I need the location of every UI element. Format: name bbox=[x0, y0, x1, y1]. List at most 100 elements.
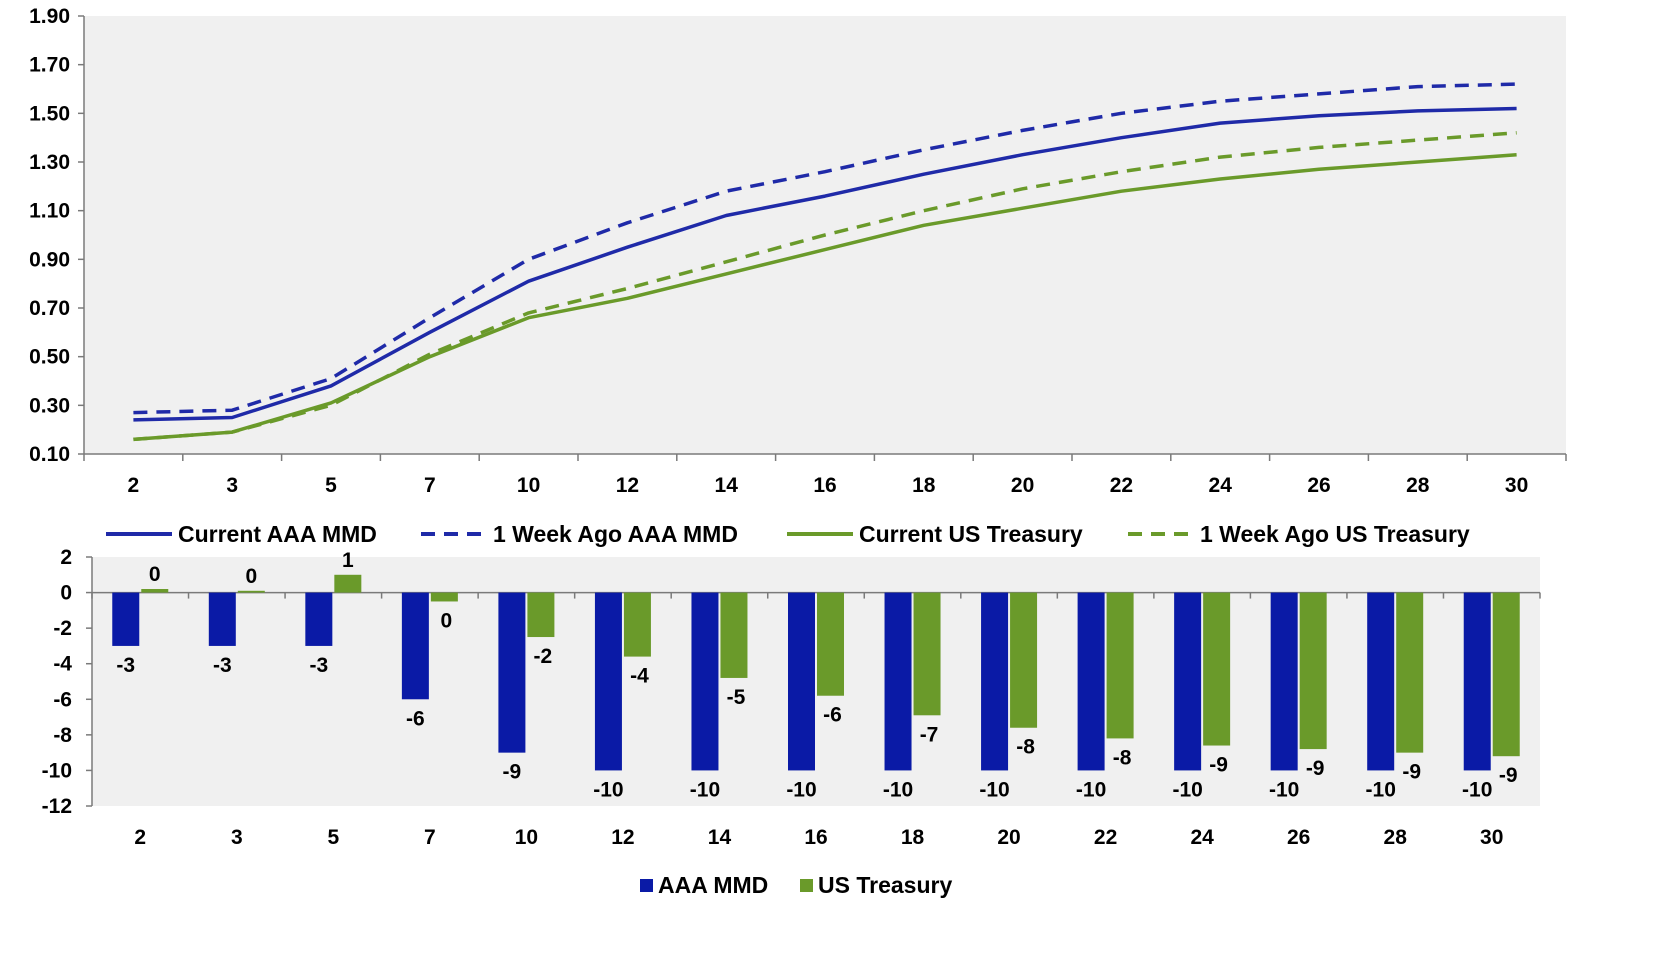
series-line-0 bbox=[133, 106, 1517, 422]
y-tick-label: -6 bbox=[53, 688, 72, 711]
data-label-1: -8 bbox=[1016, 736, 1035, 759]
bar-1 bbox=[237, 590, 265, 593]
y-tick-label: 1.90 bbox=[29, 5, 70, 28]
y-tick-label: -4 bbox=[53, 653, 72, 676]
bar-1 bbox=[1203, 592, 1231, 746]
legend-label-1: US Treasury bbox=[818, 872, 952, 898]
bar-1 bbox=[334, 574, 362, 593]
weekly-change-chart: 20-2-4-6-8-10-122 3 5 7 10 12 14 16 18 20 22 24 26 28… bbox=[42, 546, 1541, 849]
bar-0 bbox=[981, 592, 1009, 771]
data-label-0: -10 bbox=[690, 778, 720, 801]
bar-1 bbox=[1396, 592, 1424, 753]
x-tick-label: 18 bbox=[912, 474, 936, 497]
legend-swatch-1 bbox=[800, 879, 813, 892]
data-label-1: -6 bbox=[823, 704, 842, 727]
data-label-1: -9 bbox=[1209, 754, 1228, 777]
x-tick-label: 12 bbox=[611, 826, 634, 849]
x-tick-label: 14 bbox=[708, 826, 732, 849]
weekly-change-legend: AAA MMD US Treasury bbox=[640, 872, 952, 898]
bar-0 bbox=[1463, 592, 1491, 771]
y-tick-label: 1.30 bbox=[29, 151, 70, 174]
data-label-0: -3 bbox=[213, 654, 232, 677]
legend-label-0: Current AAA MMD bbox=[178, 521, 377, 547]
data-label-1: 1 bbox=[342, 549, 354, 572]
y-tick-label: 0.70 bbox=[29, 297, 70, 320]
data-label-1: -8 bbox=[1113, 746, 1132, 769]
x-tick-label: 30 bbox=[1480, 826, 1503, 849]
bar-1 bbox=[623, 592, 651, 657]
y-tick-label: 1.50 bbox=[29, 102, 70, 125]
bar-1 bbox=[527, 592, 555, 638]
data-label-0: -10 bbox=[979, 778, 1009, 801]
y-tick-label: 1.10 bbox=[29, 200, 70, 223]
y-tick-label: -8 bbox=[53, 724, 72, 747]
bar-0 bbox=[305, 592, 333, 646]
x-tick-label: 10 bbox=[517, 474, 540, 497]
data-label-1: 0 bbox=[149, 563, 161, 586]
bar-0 bbox=[112, 592, 140, 646]
bar-1 bbox=[1106, 592, 1134, 739]
bar-1 bbox=[1299, 592, 1327, 750]
data-label-0: -10 bbox=[1462, 778, 1492, 801]
x-tick-label: 24 bbox=[1190, 826, 1214, 849]
x-tick-label: 20 bbox=[997, 826, 1020, 849]
data-label-1: -7 bbox=[920, 723, 939, 746]
data-label-1: -9 bbox=[1306, 757, 1325, 780]
legend-label-0: AAA MMD bbox=[658, 872, 768, 898]
x-tick-label: 16 bbox=[813, 474, 836, 497]
data-label-0: -3 bbox=[116, 654, 135, 677]
bar-1 bbox=[1492, 592, 1520, 757]
data-label-0: -10 bbox=[883, 778, 913, 801]
x-tick-label: 5 bbox=[325, 474, 337, 497]
data-label-1: -5 bbox=[727, 686, 746, 709]
x-tick-label: 3 bbox=[231, 826, 243, 849]
plot-area bbox=[92, 557, 1540, 806]
bar-0 bbox=[884, 592, 912, 771]
data-label-1: 0 bbox=[245, 565, 257, 588]
x-tick-label: 20 bbox=[1011, 474, 1034, 497]
bar-0 bbox=[208, 592, 236, 646]
x-tick-label: 2 bbox=[128, 474, 140, 497]
bar-0 bbox=[1174, 592, 1202, 771]
data-label-0: -10 bbox=[786, 778, 816, 801]
bar-1 bbox=[720, 592, 748, 678]
data-label-1: -9 bbox=[1499, 764, 1518, 787]
x-tick-label: 7 bbox=[424, 826, 436, 849]
data-label-1: 0 bbox=[441, 609, 453, 632]
x-tick-label: 7 bbox=[424, 474, 436, 497]
bar-1 bbox=[1010, 592, 1038, 728]
bar-1 bbox=[913, 592, 941, 716]
data-label-1: -9 bbox=[1402, 761, 1421, 784]
bar-0 bbox=[594, 592, 622, 771]
yield-curve-legend: Current AAA MMD 1 Week Ago AAA MMD Current… bbox=[106, 521, 1470, 547]
x-tick-label: 10 bbox=[515, 826, 538, 849]
bar-0 bbox=[691, 592, 719, 771]
bar-1 bbox=[141, 589, 169, 593]
y-tick-label: 1.70 bbox=[29, 54, 70, 77]
x-tick-label: 14 bbox=[715, 474, 739, 497]
legend-label-1: 1 Week Ago AAA MMD bbox=[493, 521, 738, 547]
x-tick-label: 22 bbox=[1110, 474, 1133, 497]
x-tick-label: 22 bbox=[1094, 826, 1117, 849]
x-tick-label: 28 bbox=[1406, 474, 1430, 497]
data-label-0: -6 bbox=[406, 707, 425, 730]
data-label-0: -10 bbox=[1172, 778, 1202, 801]
x-tick-label: 3 bbox=[226, 474, 238, 497]
bar-0 bbox=[498, 592, 526, 753]
x-tick-label: 30 bbox=[1505, 474, 1528, 497]
data-label-1: -2 bbox=[534, 645, 553, 668]
y-tick-label: 0.90 bbox=[29, 248, 70, 271]
x-tick-label: 18 bbox=[901, 826, 925, 849]
bar-0 bbox=[1367, 592, 1395, 771]
yield-curve-chart: 1.90 1.70 1.50 1.30 1.10 0.90 0.70 0.50 0.30 0.10… bbox=[29, 5, 1567, 497]
y-tick-label: -10 bbox=[42, 759, 72, 782]
series-line-1 bbox=[133, 82, 1517, 415]
x-tick-label: 5 bbox=[327, 826, 339, 849]
bar-1 bbox=[430, 592, 458, 602]
x-tick-label: 16 bbox=[804, 826, 827, 849]
legend-label-2: Current US Treasury bbox=[859, 521, 1083, 547]
bar-1 bbox=[817, 592, 844, 696]
x-tick-label: 2 bbox=[134, 826, 146, 849]
y-tick-label: 0 bbox=[60, 582, 72, 605]
bar-0 bbox=[401, 592, 429, 700]
